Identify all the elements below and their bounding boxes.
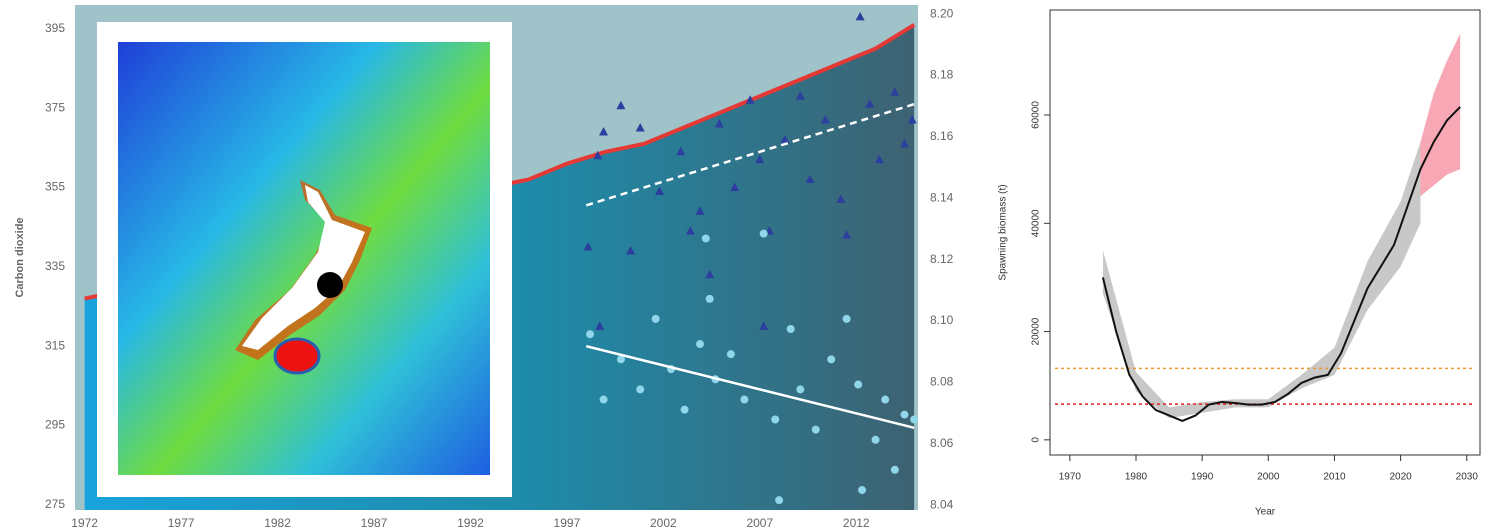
circle-point xyxy=(854,381,862,389)
circle-point xyxy=(696,340,704,348)
y-tick-label: 395 xyxy=(45,21,65,35)
y2-tick-label: 8.16 xyxy=(930,129,954,143)
y2-tick-label: 8.06 xyxy=(930,436,954,450)
y-tick-label: 335 xyxy=(45,259,65,273)
y-tick-label: 60000 xyxy=(1031,101,1042,129)
y-axis-title: Carbon dioxide xyxy=(14,217,26,297)
y-tick-label: 295 xyxy=(45,418,65,432)
x-tick-label: 1972 xyxy=(71,516,98,530)
circle-point xyxy=(858,486,866,494)
circle-point xyxy=(706,295,714,303)
x-tick-label: 1980 xyxy=(1125,472,1148,483)
x-tick-label: 2007 xyxy=(746,516,773,530)
circle-point xyxy=(827,355,835,363)
circle-point xyxy=(796,385,804,393)
y2-tick-label: 8.04 xyxy=(930,497,954,511)
y-tick-label: 40000 xyxy=(1031,209,1042,237)
circle-point xyxy=(760,230,768,238)
circle-point xyxy=(727,350,735,358)
x-tick-label: 1970 xyxy=(1059,472,1082,483)
circle-point xyxy=(891,466,899,474)
circle-point xyxy=(900,411,908,419)
y-tick-label: 275 xyxy=(45,497,65,511)
y-tick-label: 0 xyxy=(1031,437,1042,443)
circle-point xyxy=(812,426,820,434)
circle-point xyxy=(910,415,918,423)
x-tick-label: 1977 xyxy=(168,516,195,530)
y2-tick-label: 8.12 xyxy=(930,252,954,266)
site-marker xyxy=(317,272,343,298)
x-tick-label: 2030 xyxy=(1456,472,1479,483)
confidence-band xyxy=(1420,34,1460,196)
x-tick-label: 1990 xyxy=(1191,472,1214,483)
circle-point xyxy=(702,234,710,242)
y2-tick-label: 8.18 xyxy=(930,68,954,82)
circle-point xyxy=(636,385,644,393)
biomass-line xyxy=(1103,107,1460,421)
x-tick-label: 1997 xyxy=(554,516,581,530)
circle-point xyxy=(681,406,689,414)
x-tick-label: 2000 xyxy=(1257,472,1280,483)
x-tick-label: 2002 xyxy=(650,516,677,530)
circle-point xyxy=(775,496,783,504)
x-tick-label: 2020 xyxy=(1389,472,1412,483)
circle-point xyxy=(740,396,748,404)
y-tick-label: 20000 xyxy=(1031,317,1042,345)
circle-point xyxy=(771,415,779,423)
x-tick-label: 1987 xyxy=(361,516,388,530)
x-tick-label: 2010 xyxy=(1323,472,1346,483)
y-tick-label: 315 xyxy=(45,338,65,352)
map-inset xyxy=(97,22,512,497)
x-tick-label: 1992 xyxy=(457,516,484,530)
circle-point xyxy=(881,396,889,404)
y-tick-label: 355 xyxy=(45,180,65,194)
figure: 275 295 315 335 355 375 395 8.04 8.06 8.08 8.10 8.1… xyxy=(0,0,1498,532)
y2-tick-label: 8.08 xyxy=(930,375,954,389)
circle-point xyxy=(872,436,880,444)
biomass-chart: 1970 1980 1990 2000 2010 2020 2030 0 20000 40000 6… xyxy=(998,10,1480,518)
y2-tick-label: 8.10 xyxy=(930,313,954,327)
y-axis-title: Spawning biomass (t) xyxy=(998,184,1009,280)
circle-point xyxy=(652,315,660,323)
map-sea xyxy=(118,42,490,475)
x-axis-title: Year xyxy=(1255,507,1276,518)
x-tick-label: 2012 xyxy=(843,516,870,530)
y-tick-label: 375 xyxy=(45,100,65,114)
circle-point xyxy=(787,325,795,333)
x-tick-label: 1982 xyxy=(264,516,291,530)
y2-tick-label: 8.20 xyxy=(930,6,954,20)
circle-point xyxy=(600,396,608,404)
circle-point xyxy=(586,330,594,338)
circle-point xyxy=(843,315,851,323)
y2-tick-label: 8.14 xyxy=(930,190,954,204)
site-marker xyxy=(275,339,319,373)
